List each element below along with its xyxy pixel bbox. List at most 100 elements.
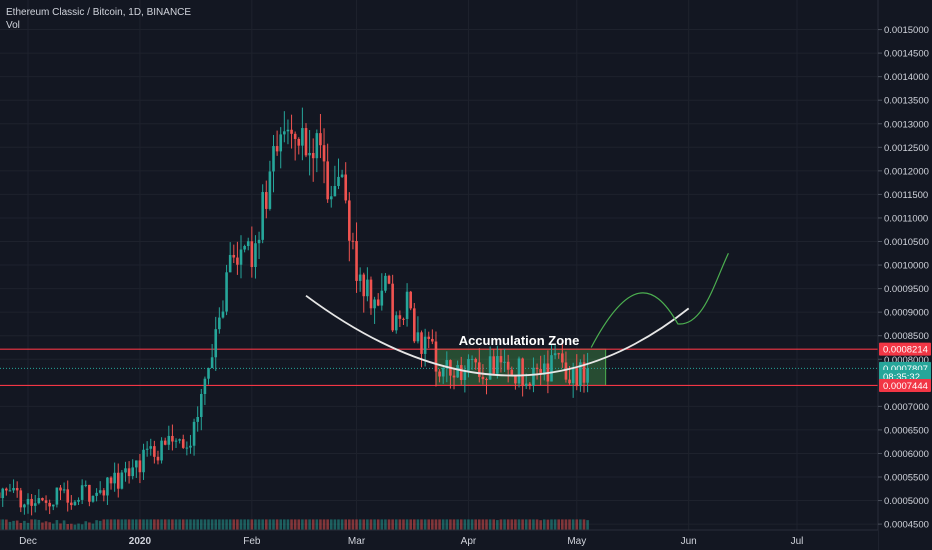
candle-body [492, 356, 496, 374]
price-axis-bg [878, 0, 932, 550]
volume-bar [322, 519, 326, 530]
candle-body [156, 456, 160, 461]
candle-body [189, 445, 192, 448]
volume-bar [308, 519, 311, 530]
candle-body [416, 332, 420, 342]
volume-bar [44, 521, 48, 530]
volume-bar [272, 519, 275, 530]
price-tick-label: 0.0005000 [884, 496, 929, 507]
candle-body [423, 336, 427, 354]
candle-body [178, 439, 181, 441]
candle-body [402, 318, 405, 320]
candle-body [203, 378, 207, 394]
candle-body [95, 492, 98, 496]
volume-bar [15, 520, 19, 530]
volume-bar [521, 519, 524, 530]
volume-bar [80, 524, 84, 530]
candle-body [438, 371, 441, 377]
candle-body [503, 361, 506, 363]
volume-bar [467, 519, 470, 530]
volume-bar [535, 519, 539, 530]
candle-body [109, 477, 113, 484]
price-tick-label: 0.0009000 [884, 308, 929, 319]
volume-bar [279, 519, 283, 530]
price-tick-label: 0.0014000 [884, 72, 929, 83]
volume-bar [510, 519, 514, 530]
volume-bar [394, 519, 398, 530]
time-tick-label: 2020 [129, 536, 152, 547]
candle-body [582, 362, 586, 383]
volume-bar [189, 519, 192, 530]
candle-body [98, 490, 102, 493]
candle-body [145, 448, 149, 450]
volume-bar [95, 520, 98, 530]
volume-bar [167, 519, 171, 530]
volume-bar [470, 519, 474, 530]
candle-body [326, 161, 329, 200]
price-tick-label: 0.0013000 [884, 119, 929, 130]
candle-body [550, 355, 553, 382]
candle-body [5, 488, 8, 491]
volume-bar [12, 520, 15, 530]
candle-body [73, 501, 77, 506]
candle-body [304, 128, 308, 156]
volume-bar [337, 519, 340, 530]
candle-body [174, 440, 178, 442]
candle-body [542, 363, 546, 375]
volume-bar [225, 519, 228, 530]
candle-body [348, 200, 351, 241]
volume-bar [427, 519, 431, 530]
volume-bar [571, 519, 575, 530]
volume-bar [499, 519, 503, 530]
price-tick-label: 0.0013500 [884, 96, 929, 107]
volume-bar [1, 519, 5, 530]
volume-bar [514, 519, 517, 530]
volume-bar [135, 519, 138, 530]
volume-bar [286, 519, 290, 530]
volume-bar [485, 519, 488, 530]
time-tick-label: Apr [461, 536, 477, 547]
volume-bar [568, 519, 571, 530]
volume-bar [297, 519, 301, 530]
candle-body [467, 358, 470, 371]
candle-body [80, 485, 84, 500]
volume-bar [358, 519, 362, 530]
candle-body [70, 502, 73, 506]
volume-bar [579, 519, 582, 530]
volume-bar [156, 519, 160, 530]
volume-bar [351, 519, 355, 530]
candle-body [196, 416, 199, 422]
candle-body [394, 315, 398, 331]
price-tick-label: 0.0015000 [884, 25, 929, 36]
candle-body [579, 362, 582, 387]
volume-bar [210, 519, 214, 530]
projection-path [590, 253, 729, 348]
volume-bar [373, 519, 376, 530]
price-tick-label: 0.0008500 [884, 331, 929, 342]
volume-bar [333, 519, 337, 530]
candle-body [181, 439, 185, 448]
volume-bar [59, 523, 62, 530]
volume-bar [348, 519, 351, 530]
candle-body [488, 356, 492, 380]
volume-legend-label: Vol [6, 20, 20, 31]
price-badge-label: 0.0008214 [883, 345, 928, 356]
volume-bar [293, 519, 297, 530]
candle-body [167, 435, 171, 445]
price-badge [879, 378, 931, 392]
candle-body [496, 356, 499, 374]
candle-body [528, 383, 532, 386]
volume-bar [214, 519, 218, 530]
candle-body [409, 291, 412, 309]
volume-bar [340, 519, 344, 530]
time-axis-bg [0, 530, 878, 550]
candle-body [477, 362, 481, 377]
time-axis: Dec 2020 Feb Mar Apr May Jun Jul [0, 529, 878, 550]
volume-bar [420, 519, 423, 530]
candle-body [225, 272, 228, 312]
candle-body [131, 467, 134, 477]
candle-body [127, 468, 131, 477]
